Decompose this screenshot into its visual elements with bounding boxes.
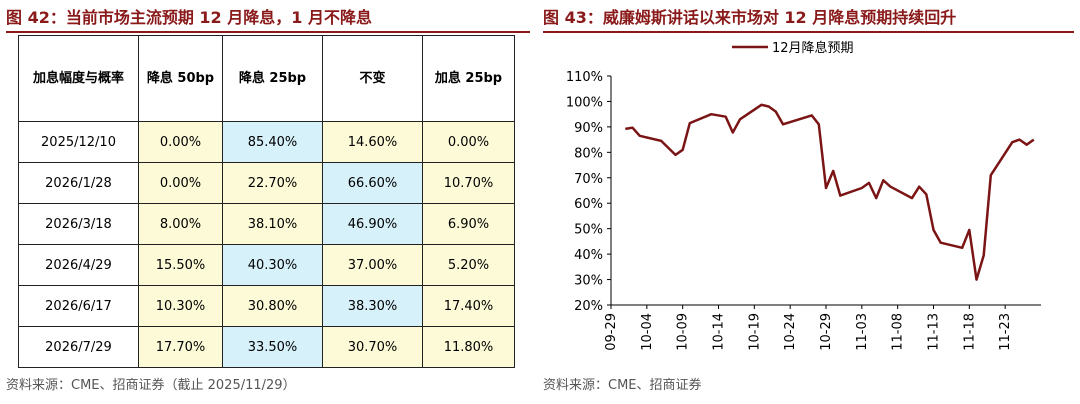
y-tick-label: 20% — [574, 299, 603, 314]
probability-cell: 40.30% — [222, 244, 323, 286]
meeting-date-cell: 2026/3/18 — [18, 203, 139, 245]
probability-cell: 11.80% — [422, 326, 515, 368]
probability-cell: 46.90% — [322, 203, 423, 245]
probability-cell: 17.40% — [422, 285, 515, 327]
table-row: 2026/7/29 17.70% 33.50% 30.70% 11.80% — [18, 326, 515, 368]
y-tick-label: 50% — [574, 223, 603, 238]
x-tick-label: 10-14 — [712, 313, 727, 351]
y-axis: 20% 30% 40% 50% 60% 70% 80% 90% 100% 110% — [566, 70, 612, 314]
probability-cell: 17.70% — [138, 326, 223, 368]
header-cell-hike-25bp: 加息 25bp — [422, 35, 515, 122]
x-tick-label: 11-23 — [998, 313, 1013, 351]
probability-cell: 38.10% — [222, 203, 323, 245]
probability-cell: 10.70% — [422, 162, 515, 204]
rate-cut-expectation-line-chart: 12月降息预期 20% 30% 40% 50% 60% 70% 80% 90% 100% 110%… — [566, 40, 1041, 351]
meeting-date-cell: 2025/12/10 — [18, 121, 139, 163]
y-tick-label: 70% — [574, 172, 603, 187]
probability-cell: 30.80% — [222, 285, 323, 327]
meeting-date-cell: 2026/6/17 — [18, 285, 139, 327]
y-tick-label: 30% — [574, 274, 603, 289]
x-tick-label: 10-19 — [747, 313, 762, 351]
figure-43-title-rule — [543, 31, 1074, 33]
probability-cell: 14.60% — [322, 121, 423, 163]
series-line-12m-rate-cut — [625, 103, 1035, 281]
header-cell-cut-50bp: 降息 50bp — [138, 35, 223, 122]
probability-cell: 10.30% — [138, 285, 223, 327]
header-cell-cut-25bp: 降息 25bp — [222, 35, 323, 122]
x-axis: 09-29 10-04 10-09 10-14 10-19 10-24 10-29 11-03… — [604, 304, 1041, 351]
header-cell-unchanged: 不变 — [322, 35, 423, 122]
x-tick-label: 11-08 — [891, 313, 906, 351]
plot-area — [625, 103, 1035, 281]
probability-cell: 66.60% — [322, 162, 423, 204]
y-tick-label: 100% — [566, 95, 603, 110]
header-cell-probability: 加息幅度与概率 — [18, 35, 139, 122]
x-tick-label: 10-29 — [819, 313, 834, 351]
table-row: 2026/1/28 0.00% 22.70% 66.60% 10.70% — [18, 162, 515, 204]
y-tick-label: 90% — [574, 121, 603, 136]
table-header-row: 加息幅度与概率 降息 50bp 降息 25bp 不变 加息 25bp — [18, 35, 515, 122]
x-tick-label: 11-18 — [962, 313, 977, 351]
x-tick-label: 11-03 — [855, 313, 870, 351]
probability-cell: 6.90% — [422, 203, 515, 245]
figure-43-source: 资料来源：CME、招商证券 — [543, 378, 702, 393]
y-tick-label: 60% — [574, 197, 603, 212]
probability-cell: 33.50% — [222, 326, 323, 368]
x-tick-label: 09-29 — [604, 313, 619, 351]
rate-probability-table: 加息幅度与概率 降息 50bp 降息 25bp 不变 加息 25bp 2025/… — [18, 35, 515, 368]
meeting-date-cell: 2026/7/29 — [18, 326, 139, 368]
x-tick-label: 10-04 — [640, 313, 655, 351]
probability-cell: 37.00% — [322, 244, 423, 286]
y-tick-label: 80% — [574, 146, 603, 161]
probability-cell: 15.50% — [138, 244, 223, 286]
table-row: 2026/6/17 10.30% 30.80% 38.30% 17.40% — [18, 285, 515, 327]
figure-43-title: 图 43：威廉姆斯讲话以来市场对 12 月降息预期持续回升 — [543, 8, 957, 27]
figure-42-title: 图 42：当前市场主流预期 12 月降息，1 月不降息 — [6, 8, 372, 27]
probability-cell: 22.70% — [222, 162, 323, 204]
probability-cell: 30.70% — [322, 326, 423, 368]
figure-42-source: 资料来源：CME、招商证券（截止 2025/11/29） — [6, 378, 296, 393]
figure-42-title-rule — [6, 31, 530, 33]
table-row: 2026/3/18 8.00% 38.10% 46.90% 6.90% — [18, 203, 515, 245]
chart-legend: 12月降息预期 — [732, 40, 854, 56]
y-tick-label: 110% — [566, 70, 603, 85]
probability-cell: 0.00% — [138, 121, 223, 163]
probability-cell: 8.00% — [138, 203, 223, 245]
meeting-date-cell: 2026/4/29 — [18, 244, 139, 286]
y-tick-label: 40% — [574, 248, 603, 263]
x-tick-label: 10-24 — [783, 313, 798, 351]
x-tick-label: 10-09 — [676, 313, 691, 351]
probability-cell: 38.30% — [322, 285, 423, 327]
probability-cell: 85.40% — [222, 121, 323, 163]
probability-cell: 5.20% — [422, 244, 515, 286]
table-row: 2025/12/10 0.00% 85.40% 14.60% 0.00% — [18, 121, 515, 163]
table-row: 2026/4/29 15.50% 40.30% 37.00% 5.20% — [18, 244, 515, 286]
probability-cell: 0.00% — [138, 162, 223, 204]
probability-cell: 0.00% — [422, 121, 515, 163]
meeting-date-cell: 2026/1/28 — [18, 162, 139, 204]
legend-label: 12月降息预期 — [772, 40, 854, 56]
x-tick-label: 11-13 — [927, 313, 942, 351]
